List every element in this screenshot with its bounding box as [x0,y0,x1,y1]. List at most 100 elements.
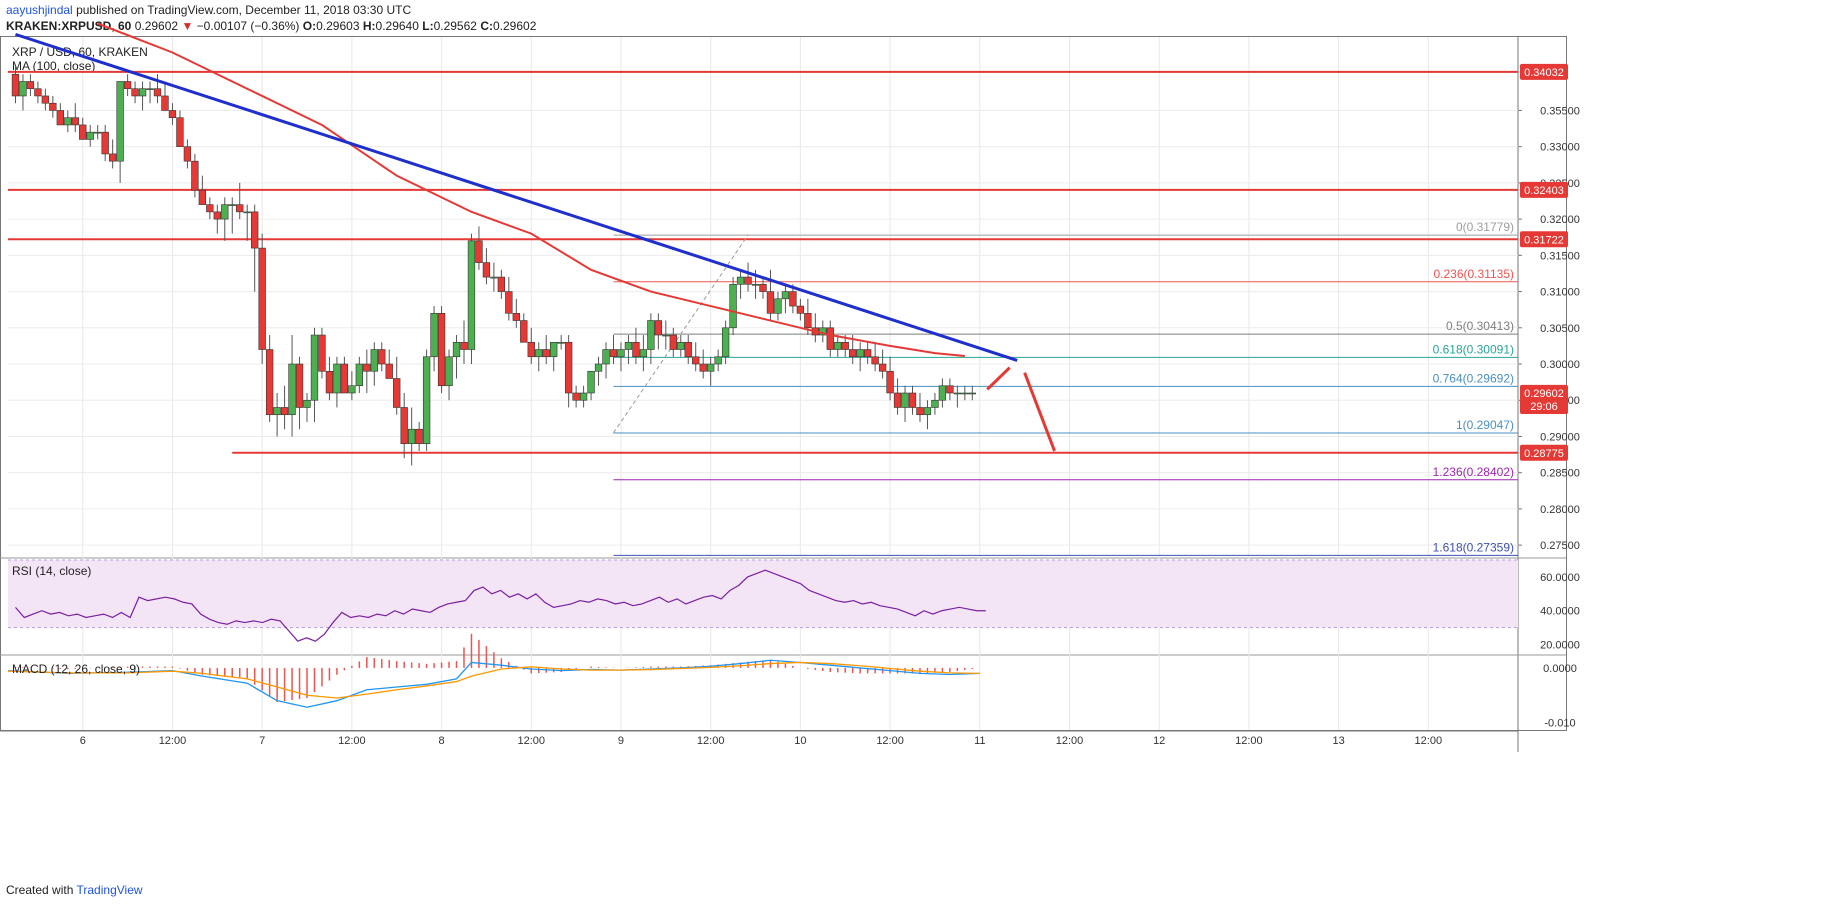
y-tick-label: 0.29000 [1540,431,1580,443]
candle-body [871,356,879,365]
price-axis-badge [1520,444,1568,461]
candle-body [490,276,498,279]
candle-body [79,124,87,140]
candle-body [94,131,102,134]
candle-body [617,349,625,358]
candle-body [280,407,289,416]
fib-level-label: 1.236(0.28402) [1433,465,1514,479]
macd-signal-line [7,661,980,699]
y-tick-label: 0.31500 [1540,250,1580,262]
price-axis-badge-label: 0.32403 [1524,185,1564,197]
candle-body [146,88,154,91]
change-value: −0.00107 (−0.36%) [196,19,300,33]
candle-body [908,392,917,408]
candle-body [639,349,648,358]
published-text: published on TradingView.com, December 1… [76,3,412,17]
x-tick-label: 12:00 [1415,735,1443,747]
candle-body [176,117,184,147]
candle-body [355,363,364,387]
header-line-1: aayushjindal published on TradingView.co… [6,3,411,17]
macd-y-tick-label: -0.010 [1544,718,1575,730]
candle-body [968,392,976,395]
tradingview-logo-link[interactable]: TradingView [76,883,143,897]
projection-down-line [1023,372,1056,452]
candle-body [482,262,491,278]
descending-trendline [15,32,1018,362]
candle-body [609,349,618,358]
fib-anchor-line [613,234,749,434]
candle-body [774,298,782,314]
candle-body [714,356,722,365]
candle-body [878,363,887,372]
price-axis-badge [1520,181,1568,198]
projection-up-line [986,366,1011,391]
candle-body [535,349,543,358]
x-tick-label: 8 [439,735,445,747]
fib-level-label: 0.5(0.30413) [1446,319,1514,333]
price-axis-badge-label: 0.34032 [1524,67,1564,79]
low-label: L: [422,19,434,33]
candle-body [497,276,506,292]
author-link[interactable]: aayushjindal [6,3,73,17]
candle-body [893,392,902,408]
candle-body [56,110,64,126]
candle-body [946,385,954,394]
candle-body [378,349,386,365]
x-tick-label: 12 [1153,735,1165,747]
candle-body [923,407,932,416]
candle-body [931,399,939,408]
rsi-y-tick-label: 40.0000 [1540,606,1580,618]
candle-body [221,204,229,220]
candle-body [407,428,416,445]
candle-body [236,204,244,213]
candle-body [325,370,334,394]
open-value: 0.29603 [316,19,360,33]
price-axis-badge [1520,398,1568,415]
y-tick-label: 0.33000 [1540,142,1580,154]
candle-body [460,341,468,350]
price-axis-badge-label: 0.29602 [1524,388,1564,400]
x-tick-label: 12:00 [876,735,904,747]
chart-title: XRP / USD, 60, KRAKEN [12,45,148,59]
high-value: 0.29640 [375,19,419,33]
candle-body [295,363,304,408]
rsi-title: RSI (14, close) [12,564,91,578]
last-price: 0.29602 [134,19,179,33]
candle-body [662,334,670,337]
candle-body [505,291,513,314]
candle-body [131,88,139,97]
candle-body [796,305,805,314]
candle-body [684,341,692,358]
candle-body [168,110,177,118]
candle-body [953,392,962,395]
created-with-text: Created with [6,883,74,897]
candle-body [108,153,117,162]
x-tick-label: 12:00 [1056,735,1084,747]
x-tick-label: 12:00 [697,735,725,747]
symbol-line: KRAKEN:XRPUSD, 60 [6,19,132,33]
candle-body [766,291,775,314]
price-axis-badge [1520,384,1568,401]
x-tick-label: 9 [618,735,624,747]
candle-body [243,211,251,214]
candle-body [550,341,558,358]
candle-body [744,276,752,285]
candle-body [273,407,281,416]
candle-body [475,240,483,263]
macd-line [7,659,980,708]
rsi-y-tick-label: 60.0000 [1540,572,1580,584]
candle-body [228,204,236,206]
fib-level-label: 0(0.31779) [1456,220,1514,234]
candle-body [557,341,565,344]
candle-body [11,73,20,97]
candle-body [198,189,207,205]
candle-body [303,399,311,408]
candle-body [340,363,349,394]
candle-body [736,276,745,285]
candle-body [863,349,872,358]
candle-body [422,356,431,445]
candle-body [41,95,50,104]
x-tick-label: 12:00 [1235,735,1263,747]
candle-body [385,363,393,379]
